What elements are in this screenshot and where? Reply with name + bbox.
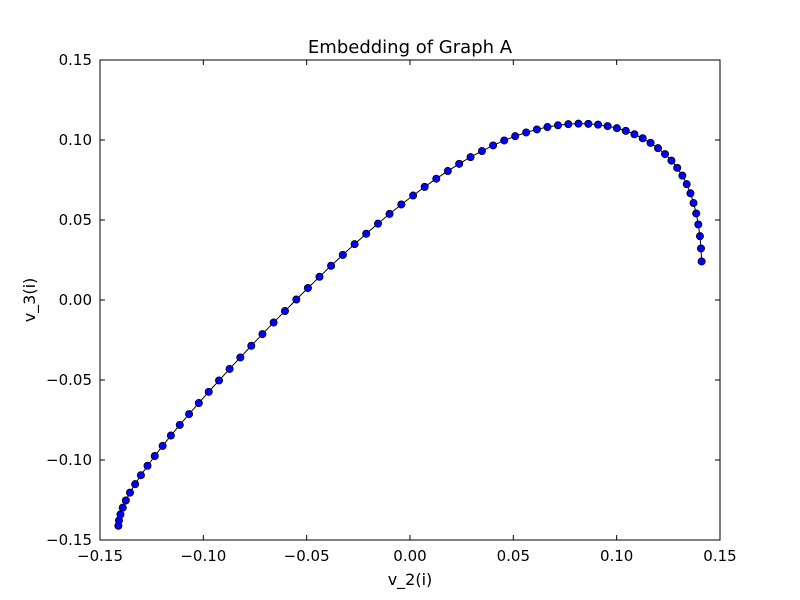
data-point bbox=[678, 171, 687, 180]
data-point bbox=[166, 431, 175, 440]
x-tick-label: 0.05 bbox=[497, 547, 530, 565]
data-point bbox=[131, 480, 140, 489]
x-tick-label: 0.15 bbox=[703, 547, 736, 565]
data-point bbox=[420, 182, 429, 191]
data-point bbox=[477, 147, 486, 156]
data-point bbox=[150, 451, 159, 460]
data-point bbox=[175, 420, 184, 429]
data-point bbox=[661, 150, 670, 159]
y-tick-label: −0.10 bbox=[46, 451, 92, 469]
y-tick-label: 0.15 bbox=[59, 51, 92, 69]
data-point bbox=[118, 503, 127, 512]
x-tick-label: −0.15 bbox=[77, 547, 123, 565]
data-point bbox=[511, 132, 520, 141]
data-point bbox=[673, 163, 682, 172]
data-point bbox=[594, 120, 603, 129]
data-point bbox=[215, 376, 224, 385]
data-point bbox=[682, 180, 691, 189]
data-point bbox=[574, 119, 583, 128]
data-point bbox=[292, 295, 301, 304]
data-point bbox=[143, 461, 152, 470]
y-tick-label: 0.05 bbox=[59, 211, 92, 229]
series-line bbox=[117, 123, 703, 526]
y-axis-label: v_3(i) bbox=[20, 278, 40, 323]
data-point bbox=[185, 410, 194, 419]
data-point bbox=[121, 496, 130, 505]
plot-frame bbox=[99, 59, 721, 541]
data-point bbox=[158, 441, 167, 450]
data-point bbox=[443, 167, 452, 176]
data-point bbox=[280, 307, 289, 316]
data-point bbox=[697, 257, 706, 266]
data-point bbox=[303, 283, 312, 292]
y-axis: −0.15 −0.10 −0.05 0.00 0.05 0.10 0.15 bbox=[46, 51, 720, 549]
data-point bbox=[116, 510, 125, 519]
y-tick-label: −0.15 bbox=[46, 531, 92, 549]
data-point bbox=[236, 353, 245, 362]
data-point bbox=[397, 200, 406, 209]
data-point bbox=[204, 387, 213, 396]
y-tick-label: 0.10 bbox=[59, 131, 92, 149]
data-point bbox=[603, 122, 612, 131]
data-point bbox=[125, 488, 134, 497]
data-point bbox=[692, 209, 701, 218]
data-point bbox=[373, 219, 382, 228]
y-tick-label: 0.00 bbox=[59, 291, 92, 309]
data-point bbox=[689, 199, 698, 208]
data-point bbox=[646, 138, 655, 147]
data-point bbox=[686, 189, 695, 198]
x-tick-label: −0.10 bbox=[180, 547, 226, 565]
x-tick-label: −0.05 bbox=[284, 547, 330, 565]
data-point bbox=[695, 232, 704, 241]
data-point bbox=[630, 130, 639, 139]
data-point bbox=[564, 120, 573, 129]
x-tick-label: 0.10 bbox=[600, 547, 633, 565]
data-point bbox=[500, 136, 509, 145]
x-axis: −0.15 −0.10 −0.05 0.00 0.05 0.10 0.15 bbox=[77, 60, 737, 565]
data-point bbox=[247, 341, 256, 350]
chart-title: Embedding of Graph A bbox=[308, 37, 513, 58]
data-point bbox=[258, 330, 267, 339]
data-point bbox=[696, 244, 705, 253]
series-points bbox=[114, 119, 706, 530]
data-point bbox=[466, 153, 475, 162]
data-point bbox=[654, 144, 663, 153]
data-point bbox=[385, 209, 394, 218]
x-axis-label: v_2(i) bbox=[388, 570, 433, 590]
data-point bbox=[432, 174, 441, 183]
data-point bbox=[225, 364, 234, 373]
x-tick-label: 0.00 bbox=[393, 547, 426, 565]
data-point bbox=[338, 250, 347, 259]
data-point bbox=[489, 141, 498, 150]
data-point bbox=[553, 121, 562, 130]
data-point bbox=[136, 471, 145, 480]
data-point bbox=[409, 191, 418, 200]
y-tick-label: −0.05 bbox=[46, 371, 92, 389]
data-point bbox=[327, 261, 336, 270]
data-point bbox=[667, 156, 676, 165]
data-point bbox=[638, 134, 647, 143]
data-point bbox=[194, 399, 203, 408]
data-point bbox=[269, 318, 278, 327]
data-point bbox=[694, 220, 703, 229]
data-point bbox=[543, 123, 552, 132]
data-point bbox=[621, 126, 630, 135]
data-point bbox=[522, 128, 531, 137]
data-point bbox=[315, 272, 324, 281]
data-point bbox=[584, 119, 593, 128]
data-point bbox=[362, 229, 371, 238]
data-point bbox=[350, 240, 359, 249]
data-point bbox=[455, 159, 464, 168]
data-point bbox=[612, 124, 621, 133]
data-point bbox=[532, 125, 541, 134]
